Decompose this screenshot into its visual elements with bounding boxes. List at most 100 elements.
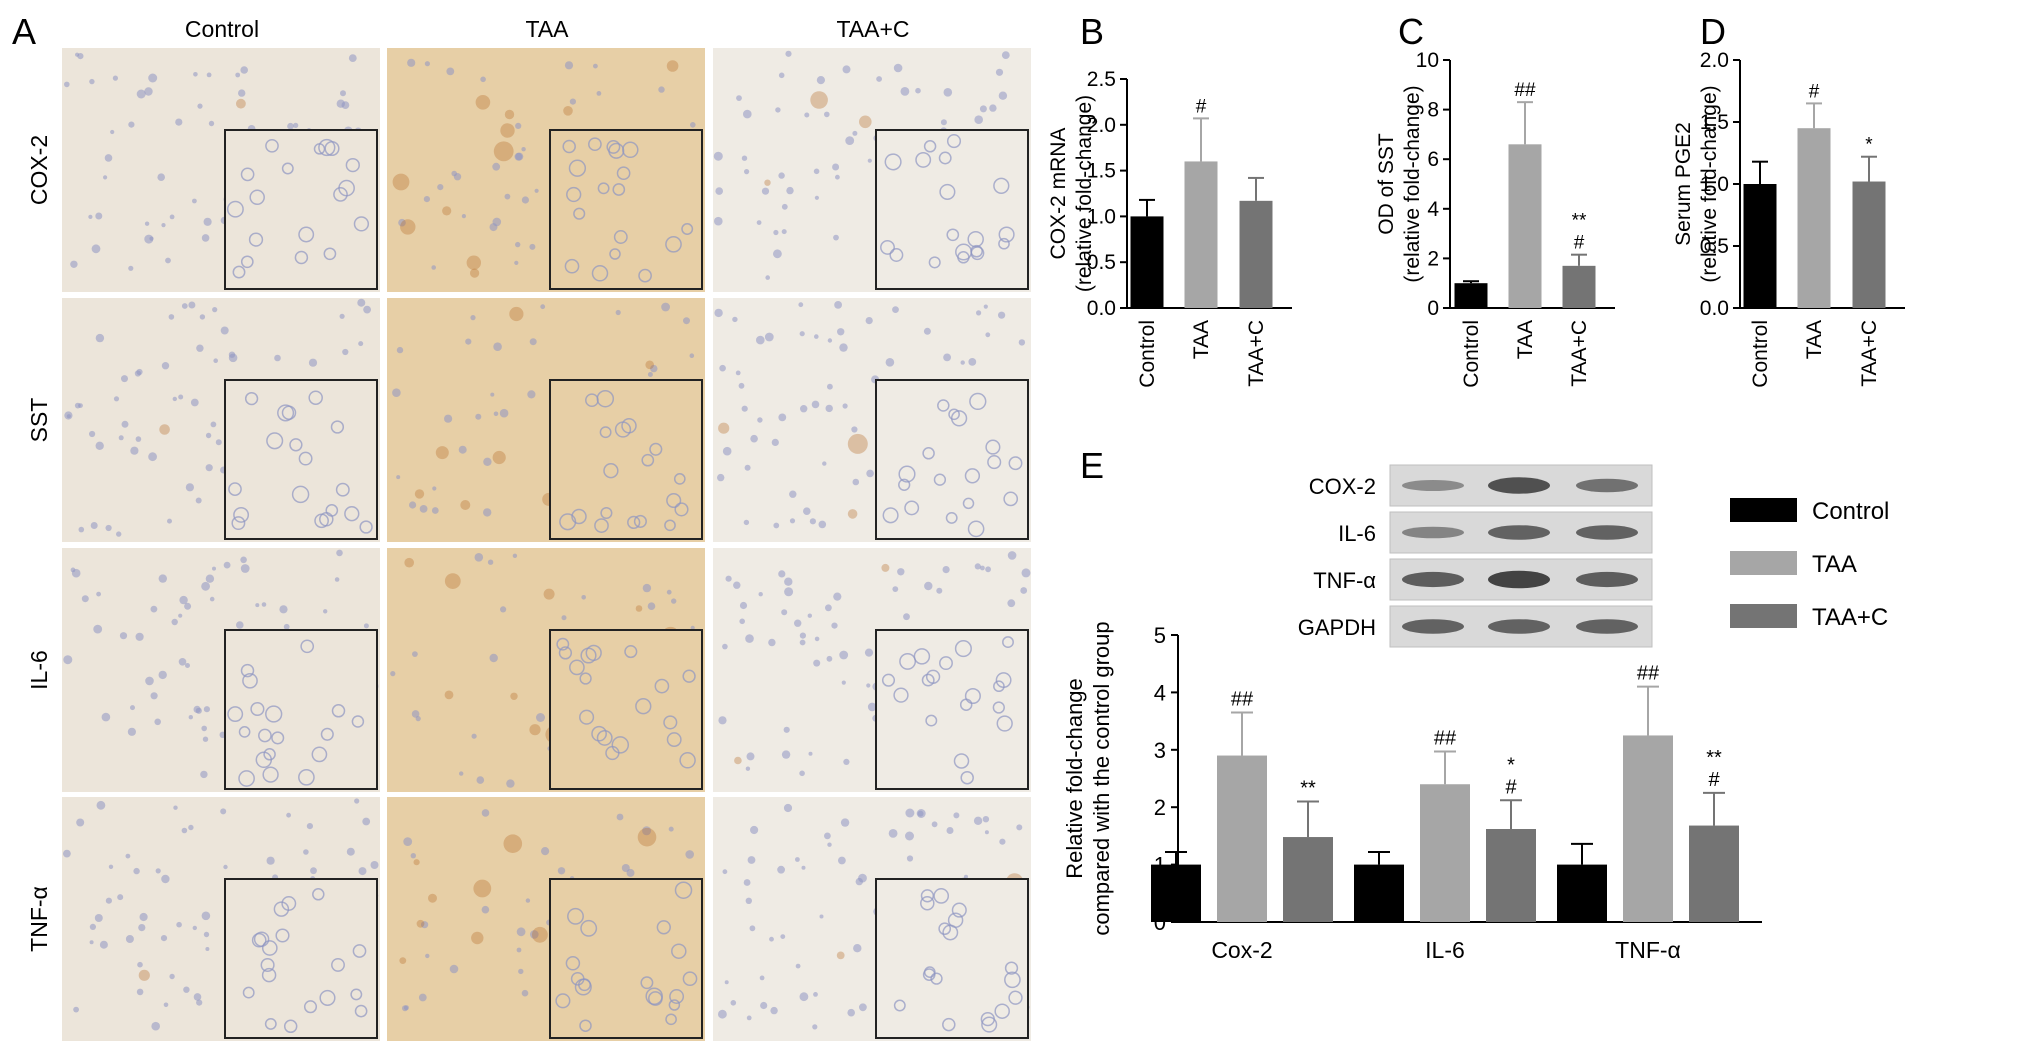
nucleus xyxy=(89,923,96,931)
inset-cell xyxy=(238,770,255,787)
nucleus xyxy=(714,308,723,318)
bar-tnf-control xyxy=(1557,864,1607,922)
inset-frame xyxy=(875,878,1029,1039)
inset-cell xyxy=(1002,636,1014,649)
nucleus xyxy=(235,72,241,78)
nucleus xyxy=(730,1000,737,1006)
inset-cell xyxy=(351,715,365,728)
nucleus xyxy=(841,680,846,685)
nucleus xyxy=(151,1021,160,1031)
nucleus xyxy=(181,303,188,309)
nucleus xyxy=(483,457,492,466)
nucleus xyxy=(99,940,108,949)
inset-cell xyxy=(320,727,334,741)
y-tick-label: 4 xyxy=(1427,198,1439,221)
inset-cell xyxy=(682,971,698,987)
nucleus xyxy=(756,335,765,345)
nucleus xyxy=(78,526,85,533)
nucleus xyxy=(419,505,428,513)
nucleus xyxy=(985,566,991,573)
nucleus xyxy=(800,405,808,413)
nucleus xyxy=(739,618,745,625)
bar-cox-2-taa-c xyxy=(1283,837,1333,922)
panel-letter-e: E xyxy=(1080,445,1104,486)
nucleus xyxy=(845,136,855,146)
stain-spot xyxy=(471,931,484,945)
blot-band xyxy=(1576,525,1638,540)
stain-spot xyxy=(563,106,573,116)
y-tick-label: 3 xyxy=(1154,738,1166,763)
significance-mark: # xyxy=(1809,81,1820,102)
legend-swatch-taa-c xyxy=(1730,604,1797,628)
inset-cell xyxy=(594,518,609,533)
nucleus xyxy=(306,823,313,830)
inset-cell xyxy=(232,265,246,279)
inset-cell xyxy=(298,451,313,466)
nucleus xyxy=(223,561,231,569)
nucleus xyxy=(71,568,81,578)
inset-cell xyxy=(240,255,254,269)
nucleus xyxy=(192,925,197,931)
nucleus xyxy=(425,953,430,959)
inset-cell xyxy=(925,714,938,727)
inset-cell xyxy=(674,881,693,899)
inset-cell xyxy=(261,967,277,983)
nucleus xyxy=(746,1015,752,1021)
inset-cell xyxy=(996,715,1013,732)
nucleus xyxy=(409,501,417,509)
nucleus xyxy=(205,432,212,439)
nucleus xyxy=(998,91,1008,100)
nucleus xyxy=(984,830,989,835)
nucleus xyxy=(760,1001,768,1010)
inset-cell xyxy=(359,520,373,534)
nucleus xyxy=(745,897,752,904)
inset-cell xyxy=(353,216,370,232)
nucleus xyxy=(121,375,128,383)
nucleus xyxy=(128,121,135,128)
nucleus xyxy=(650,364,658,373)
nucleus xyxy=(893,63,903,73)
nucleus xyxy=(780,934,786,939)
nucleus xyxy=(803,507,811,515)
nucleus xyxy=(81,595,89,603)
micrograph-il-6-control xyxy=(62,548,380,792)
nucleus xyxy=(74,402,81,409)
nucleus xyxy=(95,441,104,450)
nucleus xyxy=(818,520,827,529)
nucleus xyxy=(744,169,750,175)
nucleus xyxy=(1018,339,1026,346)
legend-panel-e: Control TAA TAA+C xyxy=(1730,498,1889,631)
inset-cell xyxy=(882,507,899,524)
nucleus xyxy=(481,809,490,817)
nucleus xyxy=(799,632,807,639)
x-tick-label: TNF-α xyxy=(1615,937,1681,963)
nucleus xyxy=(64,81,70,88)
nucleus xyxy=(789,518,796,524)
nucleus xyxy=(516,947,522,953)
bar-control xyxy=(1454,283,1488,308)
inset-background xyxy=(225,630,377,789)
stain-spot xyxy=(847,509,858,519)
nucleus xyxy=(461,214,466,219)
nucleus xyxy=(90,522,98,529)
nucleus xyxy=(892,306,899,313)
nucleus xyxy=(974,115,983,124)
nucleus xyxy=(179,595,188,605)
inset-cell xyxy=(1004,961,1019,975)
inset-cell xyxy=(893,999,906,1012)
inset-cell xyxy=(669,989,685,1004)
inset-cell xyxy=(638,268,652,283)
stain-spot xyxy=(509,306,524,322)
nucleus xyxy=(172,396,177,402)
nucleus xyxy=(750,434,758,443)
nucleus xyxy=(866,683,871,688)
nucleus xyxy=(220,808,227,815)
inset-cell xyxy=(954,640,972,658)
x-tick-label: Cox-2 xyxy=(1211,937,1272,963)
nucleus xyxy=(210,421,217,428)
nucleus xyxy=(96,591,101,597)
nucleus xyxy=(842,403,848,409)
nucleus xyxy=(761,187,770,195)
inset-cell xyxy=(614,421,632,438)
y-tick-label: 1.0 xyxy=(1087,205,1116,228)
